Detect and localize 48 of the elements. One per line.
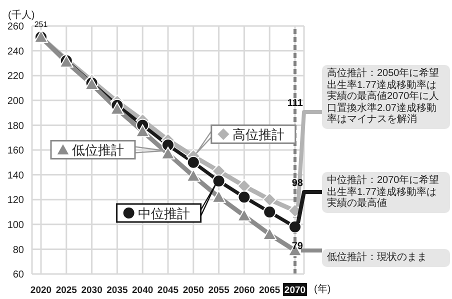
annotation: 低位推計：現状のまま bbox=[322, 249, 450, 266]
point bbox=[110, 102, 124, 115]
y-tick-label: 220 bbox=[7, 71, 24, 82]
x-tick-label: 2035 bbox=[106, 285, 128, 296]
point bbox=[237, 208, 252, 222]
x-axis-title: (年) bbox=[314, 283, 331, 296]
annotation: 中位推計：2070年に希望出生率1.77達成移動率は実績の最高値 bbox=[322, 172, 450, 212]
x-tick-label: 2060 bbox=[234, 285, 255, 296]
x-tick-label: 2040 bbox=[132, 285, 154, 296]
y-tick-label: 200 bbox=[7, 96, 24, 107]
data-label: 251 bbox=[34, 20, 48, 30]
x-tick-label: 2050 bbox=[182, 285, 204, 296]
x-tick-label: 2045 bbox=[157, 285, 180, 296]
data-label: 79 bbox=[292, 241, 304, 252]
x-tick-label: 2065 bbox=[259, 285, 281, 296]
point bbox=[238, 190, 251, 204]
y-tick-label: 260 bbox=[7, 22, 24, 33]
y-tick-label: 140 bbox=[7, 170, 24, 182]
annotation: 高位推計：2050年に希望出生率1.77達成移動率は実績の最高値2070年に人口置換水準2.07達成移動率はマイナスを解消 bbox=[322, 65, 450, 128]
data-label: 98 bbox=[292, 178, 304, 189]
x-tick-label: 2020 bbox=[30, 285, 52, 296]
y-tick-label: 120 bbox=[7, 195, 24, 206]
point bbox=[237, 178, 252, 193]
x-tick-label: 2025 bbox=[56, 285, 78, 296]
x-tick-label: 2030 bbox=[81, 285, 102, 296]
point bbox=[212, 174, 226, 188]
y-tick-label: 240 bbox=[7, 46, 24, 58]
point bbox=[186, 169, 200, 182]
y-tick-label: 100 bbox=[7, 220, 24, 231]
point bbox=[212, 190, 226, 203]
legend-label: 高位推計 bbox=[232, 127, 284, 142]
point bbox=[161, 146, 175, 160]
y-tick-label: 160 bbox=[7, 146, 24, 157]
x-tick-label: 2055 bbox=[208, 285, 230, 296]
y-tick-label: 60 bbox=[12, 270, 24, 281]
point bbox=[262, 227, 277, 240]
y-tick-label: 80 bbox=[12, 244, 24, 256]
point bbox=[186, 156, 200, 169]
x-tick-label: 2070 bbox=[284, 285, 306, 296]
point bbox=[263, 206, 276, 218]
point bbox=[288, 220, 302, 234]
legend-label: 低位推計 bbox=[72, 142, 124, 158]
legend-label: 中位推計 bbox=[138, 206, 190, 221]
point bbox=[136, 124, 150, 138]
y-axis-title: (千人) bbox=[8, 8, 35, 21]
point bbox=[262, 192, 277, 207]
data-label: 111 bbox=[287, 98, 304, 109]
y-tick-label: 180 bbox=[7, 120, 24, 132]
